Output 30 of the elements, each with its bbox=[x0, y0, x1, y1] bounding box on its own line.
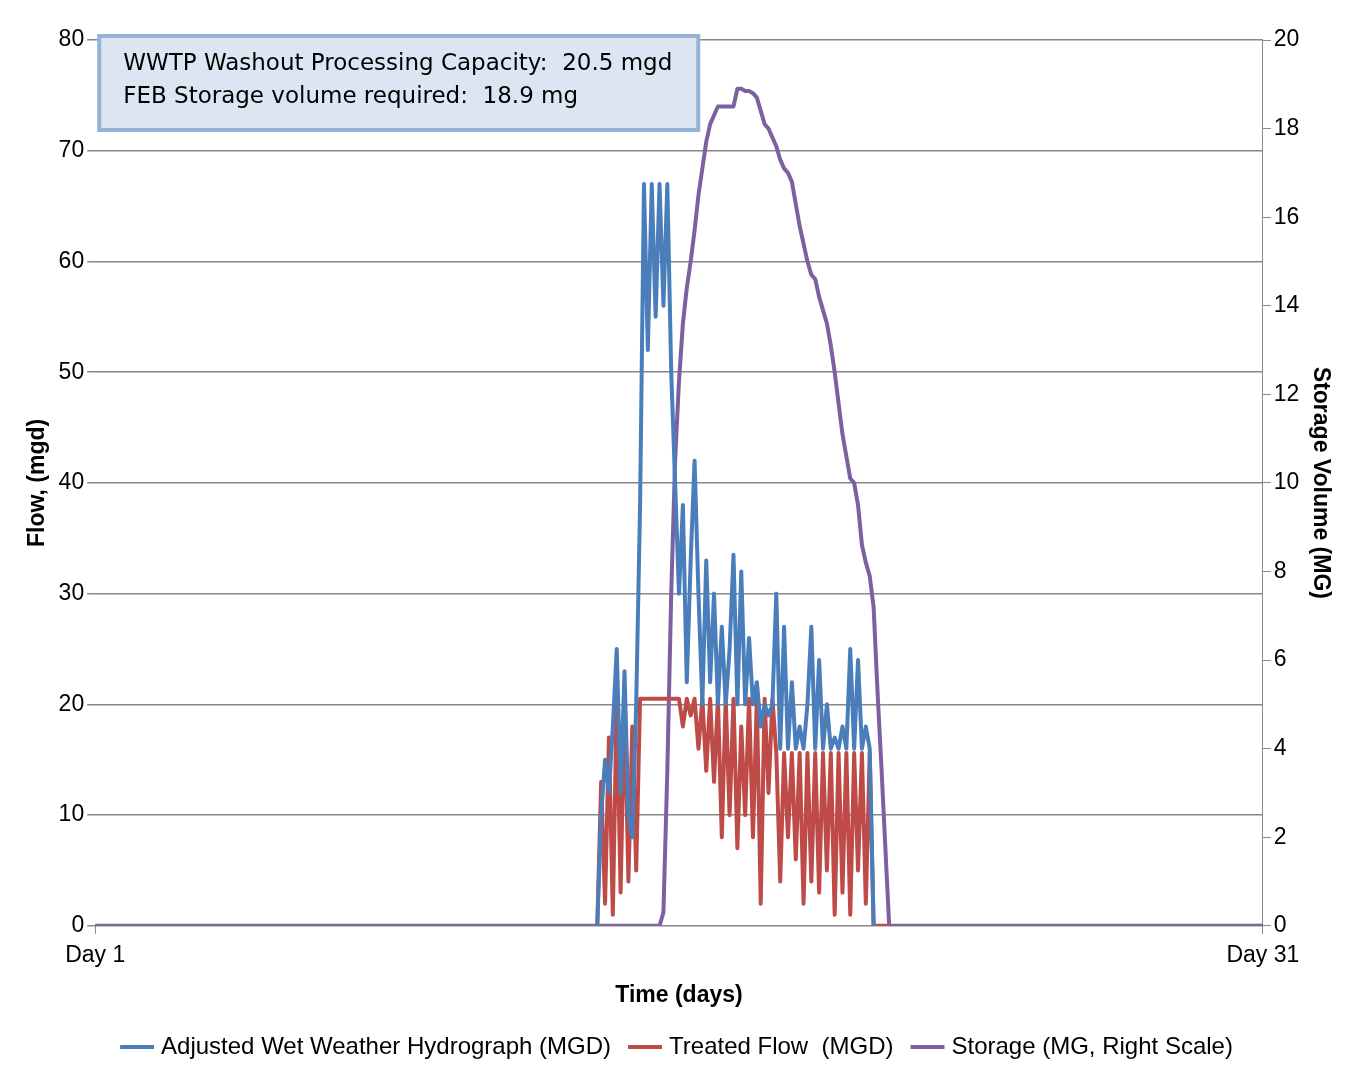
legend-label: Treated Flow (MGD) bbox=[669, 1031, 894, 1059]
y-tick-label: 60 bbox=[58, 246, 85, 273]
y-tick-label: 40 bbox=[58, 468, 85, 495]
y2-tick-label: 4 bbox=[1273, 733, 1287, 760]
y-tick-label: 10 bbox=[58, 800, 85, 827]
y-tick-label: 0 bbox=[71, 911, 85, 938]
y-tick-label: 50 bbox=[58, 357, 85, 384]
y-axis-title: Flow, (mgd) bbox=[23, 418, 50, 547]
y2-tick-label: 16 bbox=[1273, 202, 1300, 229]
y2-tick-label: 2 bbox=[1273, 822, 1287, 849]
x-tick-label: Day 1 bbox=[65, 940, 126, 967]
y-tick-label: 70 bbox=[58, 136, 85, 163]
legend-label: Adjusted Wet Weather Hydrograph (MGD) bbox=[161, 1031, 612, 1059]
y2-tick-label: 10 bbox=[1273, 468, 1300, 495]
y2-tick-label: 8 bbox=[1273, 556, 1287, 583]
legend-label: Storage (MG, Right Scale) bbox=[951, 1031, 1233, 1059]
x-axis-title: Time (days) bbox=[615, 980, 743, 1007]
y2-tick-label: 6 bbox=[1273, 645, 1287, 672]
y2-tick-label: 12 bbox=[1273, 379, 1300, 406]
y-tick-label: 30 bbox=[58, 578, 85, 605]
y2-tick-label: 20 bbox=[1273, 25, 1300, 52]
x-tick-label: Day 31 bbox=[1226, 940, 1300, 967]
y-tick-label: 80 bbox=[58, 25, 85, 52]
y2-tick-label: 0 bbox=[1273, 911, 1287, 938]
y2-tick-label: 14 bbox=[1273, 291, 1300, 318]
y-tick-label: 20 bbox=[58, 689, 85, 716]
y2-tick-label: 18 bbox=[1273, 113, 1300, 140]
y2-axis-title: Storage Volume (MG) bbox=[1308, 366, 1335, 599]
annotation: FEB Storage volume required: 18.9 mg bbox=[123, 81, 579, 108]
annotation: WWTP Washout Processing Capacity: 20.5 mgd bbox=[123, 48, 673, 75]
